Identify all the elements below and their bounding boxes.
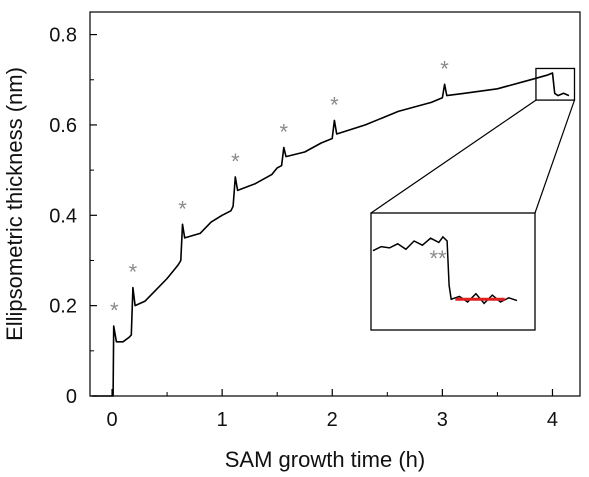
spike-marker: * <box>330 92 339 117</box>
x-tick-label: 2 <box>327 409 338 431</box>
zoom-box <box>535 67 576 101</box>
x-tick-label: 0 <box>106 409 117 431</box>
spike-marker: * <box>440 56 449 81</box>
plot-frame <box>89 11 581 397</box>
y-axis-title: Ellipsometric thickness (nm) <box>2 67 27 341</box>
y-tick-label: 0.6 <box>49 115 77 137</box>
y-tick-label: 0.2 <box>49 296 77 318</box>
y-tick-label: 0.4 <box>49 205 77 227</box>
inset-frame <box>370 212 536 331</box>
x-axis-title: SAM growth time (h) <box>225 447 426 472</box>
x-tick-label: 3 <box>437 409 448 431</box>
spike-marker: * <box>280 120 289 145</box>
y-tick-label: 0.8 <box>49 25 77 47</box>
zoom-connector <box>534 99 576 214</box>
spike-marker: * <box>110 298 119 323</box>
series-line <box>92 72 570 397</box>
spike-marker: * <box>129 260 138 285</box>
zoom-connector <box>370 99 537 214</box>
y-tick-label: 0 <box>66 386 77 408</box>
inset-marker: ** <box>429 246 447 271</box>
x-tick-label: 4 <box>547 409 558 431</box>
x-tick-label: 1 <box>217 409 228 431</box>
spike-marker: * <box>231 149 240 174</box>
spike-marker: * <box>178 196 187 221</box>
